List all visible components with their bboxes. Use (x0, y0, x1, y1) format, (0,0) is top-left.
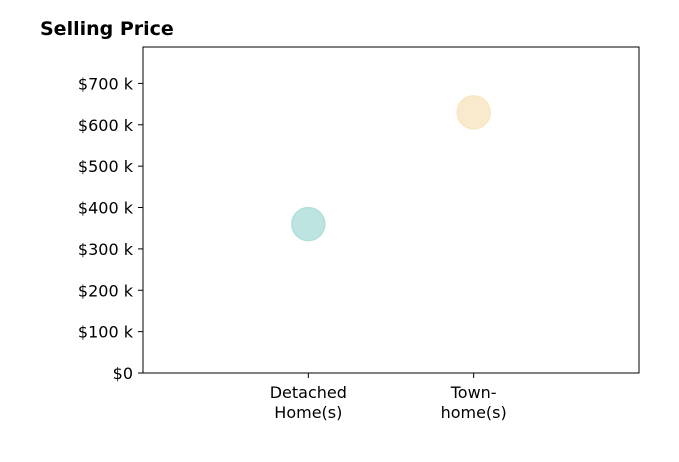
y-tick-label: $200 k (78, 281, 134, 300)
y-tick-label: $300 k (78, 240, 134, 259)
chart-title: Selling Price (40, 18, 174, 40)
y-tick-label: $400 k (78, 199, 134, 218)
x-tick-label: Home(s) (274, 403, 342, 422)
x-tick-label: Detached (270, 383, 347, 402)
plot-frame (142, 46, 640, 374)
data-point (291, 206, 326, 242)
y-tick-label: $700 k (78, 74, 134, 93)
x-tick-label: Town- (450, 383, 497, 402)
y-tick-label: $500 k (78, 157, 134, 176)
y-tick-label: $100 k (78, 323, 134, 342)
y-tick-label: $0 (113, 364, 133, 383)
data-point (456, 95, 491, 130)
plot-area: $0 $100 k $200 k $300 k $400 k $500 k $600 k $7… (78, 46, 640, 422)
y-tick-label: $600 k (78, 116, 134, 135)
x-tick-label: home(s) (441, 403, 507, 422)
